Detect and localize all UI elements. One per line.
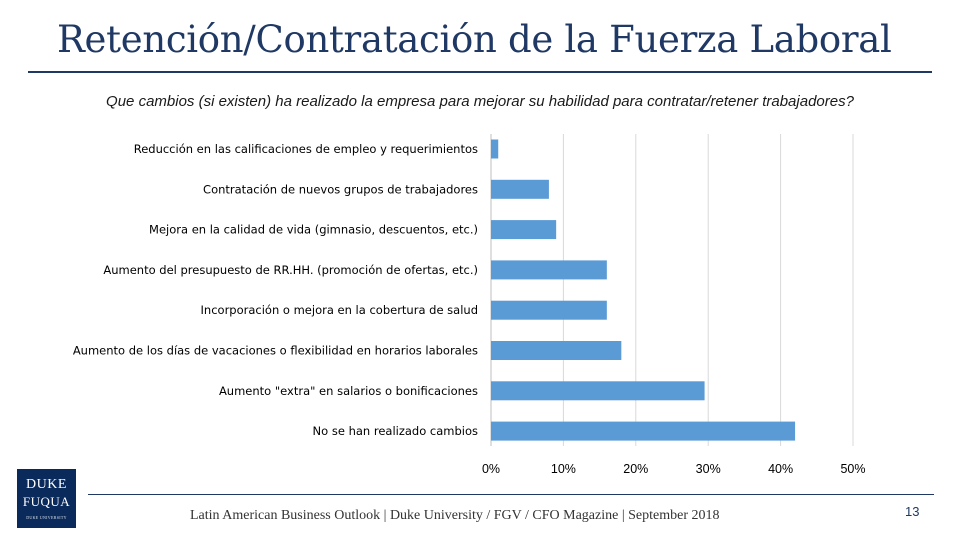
footer-divider xyxy=(88,494,934,495)
duke-fuqua-logo: DUKE FUQUA DUKE UNIVERSITY xyxy=(17,469,76,528)
category-label: Contratación de nuevos grupos de trabaja… xyxy=(203,182,478,196)
category-label: Aumento del presupuesto de RR.HH. (promo… xyxy=(103,263,478,277)
category-label: No se han realizado cambios xyxy=(313,424,478,438)
logo-text-fuqua: FUQUA xyxy=(22,494,71,509)
title-divider xyxy=(28,71,932,73)
category-label: Incorporación o mejora en la cobertura d… xyxy=(201,303,478,317)
category-label: Reducción en las calificaciones de emple… xyxy=(134,142,478,156)
x-tick-label: 50% xyxy=(840,462,865,476)
bar xyxy=(491,260,607,280)
bar xyxy=(491,220,557,240)
x-tick-label: 0% xyxy=(482,462,500,476)
page-number: 13 xyxy=(905,504,920,519)
bar xyxy=(491,139,499,159)
bar xyxy=(491,341,622,360)
logo-text-duke: DUKE xyxy=(26,477,67,492)
x-tick-label: 30% xyxy=(696,462,721,476)
x-tick-label: 40% xyxy=(768,462,793,476)
bar xyxy=(491,300,607,320)
category-label: Mejora en la calidad de vida (gimnasio, … xyxy=(149,223,478,237)
logo-text-university: DUKE UNIVERSITY xyxy=(26,515,67,520)
x-tick-label: 10% xyxy=(551,462,576,476)
category-label: Aumento "extra" en salarios o bonificaci… xyxy=(219,384,478,398)
category-label: Aumento de los días de vacaciones o flex… xyxy=(73,344,478,358)
bar xyxy=(491,421,796,441)
bar xyxy=(491,179,549,199)
survey-question: Que cambios (si existen) ha realizado la… xyxy=(106,93,854,110)
footer-source: Latin American Business Outlook | Duke U… xyxy=(190,508,720,523)
bar xyxy=(491,381,705,401)
x-tick-label: 20% xyxy=(623,462,648,476)
slide-title: Retención/Contratación de la Fuerza Labo… xyxy=(57,18,892,61)
